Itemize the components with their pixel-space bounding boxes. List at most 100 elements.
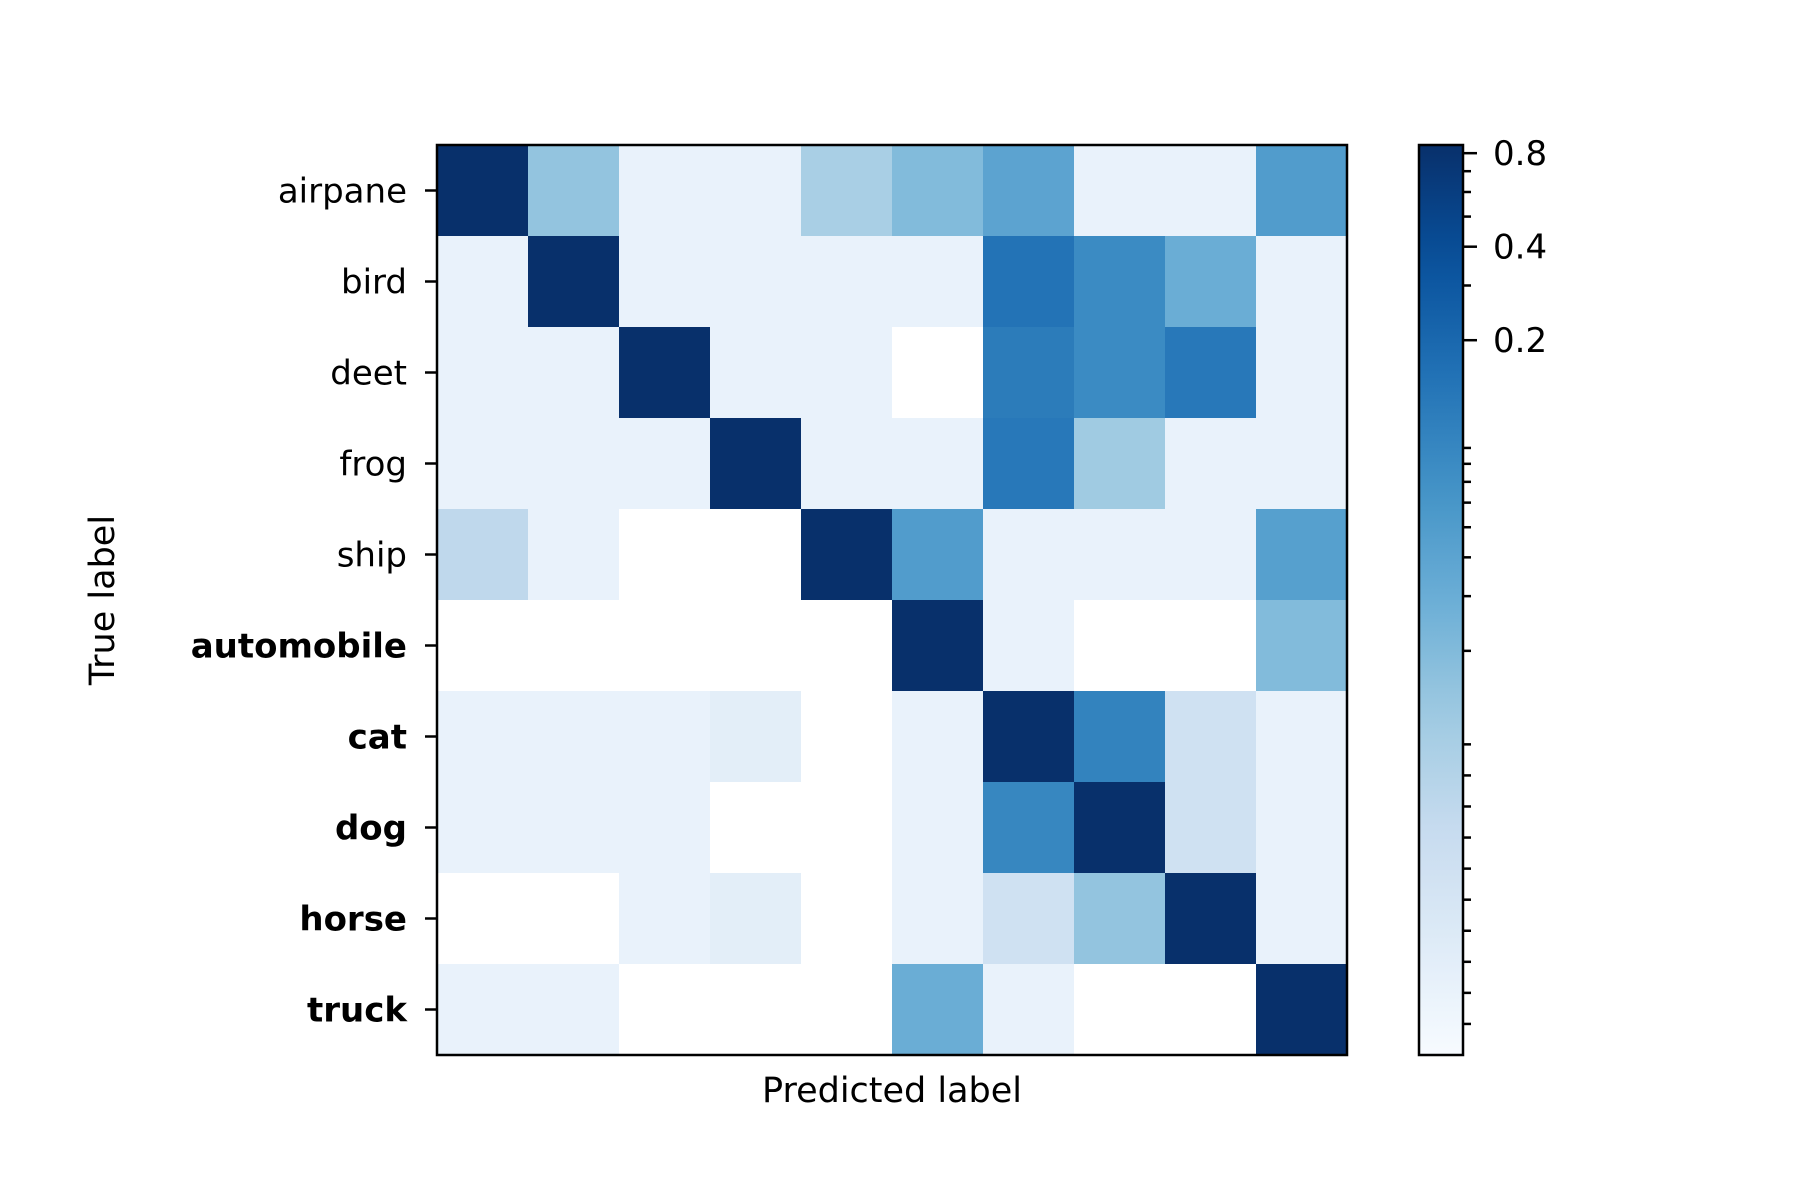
y-tick-label: automobile xyxy=(191,627,407,667)
heatmap-cell xyxy=(1165,782,1257,874)
colorbar-ticks: 0.8 0.4 0.2 xyxy=(1463,134,1547,1026)
heatmap-cell xyxy=(437,236,529,328)
colorbar-frame xyxy=(1417,143,1465,1057)
heatmap-cells xyxy=(437,145,1348,1056)
heatmap-cell xyxy=(1256,600,1348,692)
heatmap-cell xyxy=(619,509,711,601)
heatmap-cell xyxy=(983,236,1075,328)
heatmap-cell xyxy=(437,873,529,965)
heatmap-cell xyxy=(619,236,711,328)
heatmap-cell xyxy=(983,873,1075,965)
heatmap-cell xyxy=(710,873,802,965)
colorbar-tick-label: 0.8 xyxy=(1493,134,1547,174)
heatmap-cell xyxy=(1256,873,1348,965)
y-tick-label: frog xyxy=(339,445,407,485)
heatmap-cell xyxy=(801,327,893,419)
heatmap-cell xyxy=(983,145,1075,237)
heatmap-cell xyxy=(1074,145,1166,237)
heatmap-cell xyxy=(528,418,620,510)
heatmap-cell xyxy=(619,418,711,510)
heatmap-cell xyxy=(892,509,984,601)
heatmap-cell xyxy=(892,418,984,510)
heatmap-cell xyxy=(801,600,893,692)
heatmap-cell xyxy=(892,964,984,1056)
heatmap-cell xyxy=(983,782,1075,874)
heatmap-cell xyxy=(983,691,1075,783)
heatmap-cell xyxy=(1165,327,1257,419)
y-axis-ticks: airpane bird deet frog ship automobile cat dog h… xyxy=(191,172,437,1031)
heatmap-cell xyxy=(437,600,529,692)
heatmap-cell xyxy=(1165,600,1257,692)
heatmap-cell xyxy=(983,327,1075,419)
heatmap-cell xyxy=(892,691,984,783)
heatmap-cell xyxy=(892,327,984,419)
heatmap-cell xyxy=(528,782,620,874)
heatmap-cell xyxy=(1165,964,1257,1056)
y-tick-label: dog xyxy=(335,809,407,849)
heatmap-cell xyxy=(983,600,1075,692)
heatmap-cell xyxy=(528,145,620,237)
heatmap-cell xyxy=(710,600,802,692)
heatmap-cell xyxy=(528,236,620,328)
colorbar-gradient xyxy=(1419,145,1463,1055)
heatmap-cell xyxy=(1074,509,1166,601)
heatmap-cell xyxy=(892,873,984,965)
heatmap-cell xyxy=(1074,600,1166,692)
heatmap-cell xyxy=(1074,418,1166,510)
heatmap-cell xyxy=(892,236,984,328)
heatmap-cell xyxy=(1256,691,1348,783)
heatmap-cell xyxy=(528,691,620,783)
heatmap-cell xyxy=(528,873,620,965)
plot-frame xyxy=(435,143,1349,1057)
heatmap-cell xyxy=(710,418,802,510)
y-tick-label: horse xyxy=(299,900,407,940)
heatmap-cell xyxy=(892,782,984,874)
heatmap-cell xyxy=(528,327,620,419)
heatmap-cell xyxy=(1256,236,1348,328)
heatmap-cell xyxy=(801,236,893,328)
y-tick-label: bird xyxy=(341,263,407,303)
heatmap-cell xyxy=(1074,236,1166,328)
y-tick-label: deet xyxy=(330,354,407,394)
heatmap-cell xyxy=(710,509,802,601)
heatmap-cell xyxy=(619,691,711,783)
heatmap-cell xyxy=(710,145,802,237)
heatmap-cell xyxy=(1256,509,1348,601)
heatmap-cell xyxy=(437,509,529,601)
heatmap-cell xyxy=(528,600,620,692)
heatmap-cell xyxy=(619,145,711,237)
heatmap-cell xyxy=(801,145,893,237)
heatmap-cell xyxy=(437,418,529,510)
heatmap-cell xyxy=(1074,964,1166,1056)
heatmap-cell xyxy=(1165,873,1257,965)
heatmap-cell xyxy=(892,600,984,692)
heatmap-cell xyxy=(437,691,529,783)
heatmap-cell xyxy=(710,327,802,419)
heatmap-cell xyxy=(1165,236,1257,328)
heatmap-cell xyxy=(619,873,711,965)
heatmap-cell xyxy=(710,236,802,328)
heatmap-cell xyxy=(1165,509,1257,601)
heatmap-cell xyxy=(710,964,802,1056)
heatmap-cell xyxy=(983,509,1075,601)
heatmap-cell xyxy=(710,691,802,783)
heatmap-cell xyxy=(801,418,893,510)
y-axis-label: True label xyxy=(83,515,123,686)
heatmap-cell xyxy=(1256,418,1348,510)
heatmap-cell xyxy=(619,782,711,874)
heatmap-cell xyxy=(801,691,893,783)
heatmap-cell xyxy=(619,327,711,419)
heatmap-cell xyxy=(983,964,1075,1056)
colorbar-tick-label: 0.4 xyxy=(1493,228,1547,268)
heatmap-cell xyxy=(1074,873,1166,965)
heatmap-cell xyxy=(1165,145,1257,237)
colorbar-tick-label: 0.2 xyxy=(1493,321,1547,361)
heatmap-cell xyxy=(437,782,529,874)
y-tick-label: ship xyxy=(337,536,407,576)
heatmap-cell xyxy=(1074,691,1166,783)
heatmap-cell xyxy=(1256,327,1348,419)
x-axis-label: Predicted label xyxy=(762,1071,1022,1111)
heatmap-cell xyxy=(528,964,620,1056)
heatmap-cell xyxy=(801,782,893,874)
